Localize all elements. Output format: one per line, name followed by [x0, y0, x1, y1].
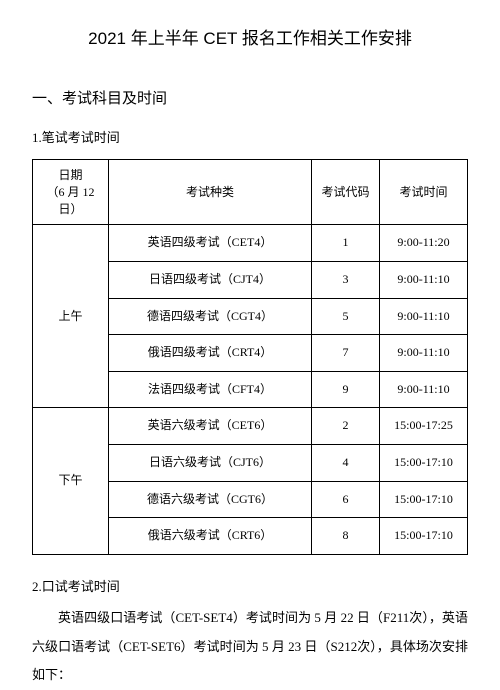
time-cell: 9:00-11:20 [380, 225, 468, 262]
code-cell: 7 [312, 335, 380, 372]
table-row: 下午英语六级考试（CET6）215:00-17:25 [33, 408, 468, 445]
session-cell: 下午 [33, 408, 109, 554]
code-cell: 2 [312, 408, 380, 445]
type-cell: 英语四级考试（CET4） [109, 225, 312, 262]
code-cell: 9 [312, 371, 380, 408]
type-cell: 俄语四级考试（CRT4） [109, 335, 312, 372]
time-cell: 15:00-17:10 [380, 518, 468, 555]
type-cell: 德语六级考试（CGT6） [109, 481, 312, 518]
header-code: 考试代码 [312, 159, 380, 224]
header-date: 日期 （6 月 12 日） [33, 159, 109, 224]
header-date-line1: 日期 [58, 168, 82, 182]
code-cell: 1 [312, 225, 380, 262]
time-cell: 15:00-17:25 [380, 408, 468, 445]
type-cell: 俄语六级考试（CRT6） [109, 518, 312, 555]
header-type: 考试种类 [109, 159, 312, 224]
session-cell: 上午 [33, 225, 109, 408]
code-cell: 8 [312, 518, 380, 555]
time-cell: 9:00-11:10 [380, 261, 468, 298]
table-header-row: 日期 （6 月 12 日） 考试种类 考试代码 考试时间 [33, 159, 468, 224]
table-row: 上午英语四级考试（CET4）19:00-11:20 [33, 225, 468, 262]
type-cell: 德语四级考试（CGT4） [109, 298, 312, 335]
header-time: 考试时间 [380, 159, 468, 224]
type-cell: 日语六级考试（CJT6） [109, 444, 312, 481]
oral-exam-paragraph: 英语四级口语考试（CET-SET4）考试时间为 5 月 22 日（F211次），… [32, 604, 468, 690]
time-cell: 15:00-17:10 [380, 444, 468, 481]
time-cell: 15:00-17:10 [380, 481, 468, 518]
section-heading: 一、考试科目及时间 [32, 85, 468, 112]
exam-schedule-table: 日期 （6 月 12 日） 考试种类 考试代码 考试时间 上午英语四级考试（CE… [32, 159, 468, 555]
code-cell: 5 [312, 298, 380, 335]
type-cell: 日语四级考试（CJT4） [109, 261, 312, 298]
code-cell: 4 [312, 444, 380, 481]
page-title: 2021 年上半年 CET 报名工作相关工作安排 [32, 24, 468, 55]
code-cell: 6 [312, 481, 380, 518]
type-cell: 法语四级考试（CFT4） [109, 371, 312, 408]
written-exam-heading: 1.笔试考试时间 [32, 126, 468, 149]
time-cell: 9:00-11:10 [380, 335, 468, 372]
code-cell: 3 [312, 261, 380, 298]
time-cell: 9:00-11:10 [380, 298, 468, 335]
header-date-line2: （6 月 12 日） [46, 185, 94, 216]
oral-exam-heading: 2.口试考试时间 [32, 575, 468, 598]
type-cell: 英语六级考试（CET6） [109, 408, 312, 445]
time-cell: 9:00-11:10 [380, 371, 468, 408]
